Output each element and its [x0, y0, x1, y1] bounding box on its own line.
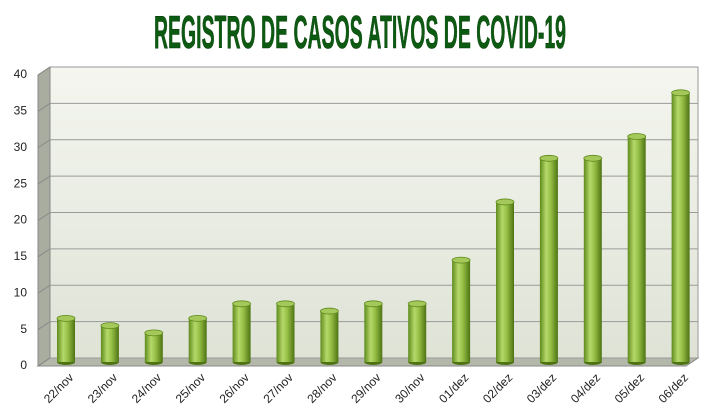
- bar: [232, 303, 251, 362]
- bar: [144, 332, 163, 362]
- cylinder-cap: [627, 133, 647, 140]
- grid-line-side: [37, 284, 51, 294]
- grid-line-side: [37, 139, 51, 149]
- x-tick-label: 01/dez: [436, 370, 471, 405]
- cylinder-cap: [671, 89, 690, 97]
- grid-line-side: [37, 175, 51, 185]
- bar: [496, 201, 514, 362]
- bar: [627, 136, 646, 362]
- cylinder-cap: [319, 307, 339, 315]
- cylinder-cap: [56, 314, 76, 322]
- y-tick-label: 5: [20, 322, 27, 336]
- x-tick-label: 29/nov: [348, 370, 383, 405]
- y-tick-label: 40: [14, 67, 28, 81]
- grid-line-side: [37, 357, 51, 367]
- cylinder-cap: [144, 329, 164, 337]
- grid-line-side: [37, 248, 51, 258]
- x-tick-label: 23/nov: [85, 370, 120, 405]
- cylinder-cap: [539, 154, 559, 162]
- x-tick-label: 06/dez: [656, 370, 691, 405]
- x-tick-label: 03/dez: [524, 370, 559, 405]
- bar: [57, 318, 75, 362]
- cylinder-cap: [451, 256, 471, 264]
- cylinder-cap: [276, 300, 295, 308]
- x-tick-label: 24/nov: [129, 370, 164, 405]
- bar: [583, 158, 602, 362]
- x-tick-label: 25/nov: [173, 370, 208, 405]
- x-tick-label: 28/nov: [304, 370, 339, 405]
- x-tick-label: 27/nov: [260, 370, 295, 405]
- y-tick-label: 20: [14, 213, 28, 227]
- bar: [364, 303, 383, 362]
- bar: [320, 311, 339, 362]
- chart-title: REGISTRO DE CASOS ATIVOS DE COVID-19: [154, 6, 566, 58]
- bar: [452, 260, 471, 362]
- bar: [539, 158, 558, 362]
- cylinder-cap: [363, 300, 383, 308]
- y-tick-label: 25: [14, 176, 28, 190]
- grid-line-side: [37, 102, 51, 112]
- cylinder-cap: [100, 322, 120, 330]
- y-tick-label: 10: [14, 285, 28, 299]
- cylinder-cap: [188, 314, 208, 322]
- bar: [408, 303, 427, 362]
- bar: [671, 92, 690, 362]
- bar: [100, 325, 119, 362]
- y-tick-label: 0: [20, 358, 27, 372]
- grid-line-side: [37, 66, 51, 76]
- cylinder-cap: [232, 300, 252, 308]
- grid-line-side: [37, 212, 51, 221]
- x-tick-label: 30/nov: [392, 370, 427, 405]
- cylinder-cap: [495, 198, 515, 206]
- bar: [276, 303, 295, 362]
- x-tick-label: 22/nov: [41, 370, 76, 405]
- x-tick-label: 05/dez: [612, 370, 647, 405]
- y-tick-label: 30: [14, 140, 28, 154]
- bar: [188, 318, 207, 362]
- x-tick-label: 04/dez: [568, 370, 603, 405]
- cylinder-cap: [583, 154, 603, 162]
- cylinder-cap: [407, 300, 427, 308]
- grid-line-side: [37, 321, 51, 331]
- y-tick-label: 35: [14, 104, 28, 118]
- x-tick-label: 02/dez: [480, 370, 515, 405]
- x-tick-label: 26/nov: [217, 370, 252, 405]
- y-tick-label: 15: [14, 249, 28, 263]
